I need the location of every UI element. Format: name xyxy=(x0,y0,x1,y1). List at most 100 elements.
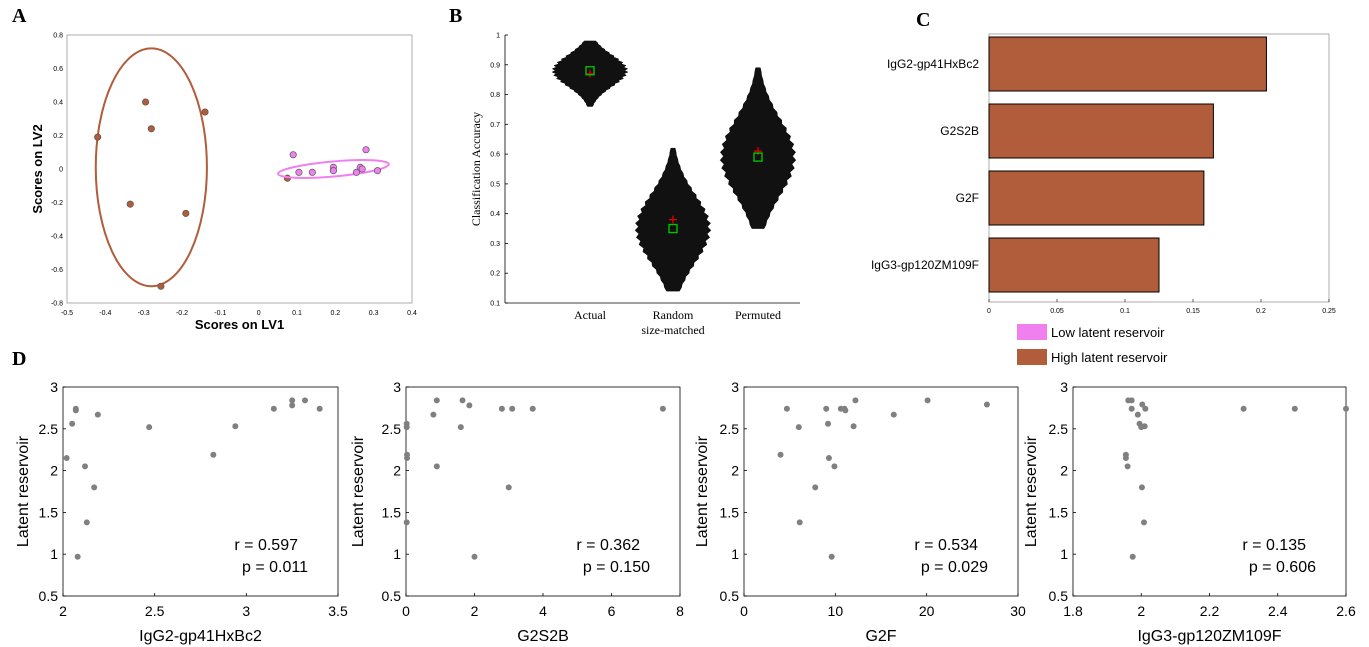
axes-box xyxy=(988,33,1330,303)
y-tick-label: 3 xyxy=(393,379,401,395)
y-tick-label: 2.5 xyxy=(1049,421,1069,437)
data-point xyxy=(1142,405,1149,412)
data-point xyxy=(94,411,101,418)
x-axis-label: G2S2B xyxy=(517,628,569,645)
y-tick-label: 0.2 xyxy=(53,133,63,140)
data-point xyxy=(890,411,897,418)
data-point xyxy=(498,405,505,412)
x-tick-label: -0.4 xyxy=(99,310,111,317)
data-point xyxy=(983,401,990,408)
data-point xyxy=(1139,401,1146,408)
x-tick-label: 0 xyxy=(987,308,991,315)
data-point xyxy=(83,519,90,526)
y-tick-label: 1.5 xyxy=(382,504,402,520)
data-point xyxy=(1141,423,1148,430)
panel-d2-scatter: 0 2 4 6 8 0.5 1 1.5 2 2.5 3 G2S2B Latent reservoir r … xyxy=(350,379,684,645)
panel-c-vip-bar-chart: IgG2-gp41HxBc2 G2S2B G2F IgG3-gp120ZM109F 0 0… xyxy=(871,33,1336,315)
y-tick-label: 1 xyxy=(731,546,739,562)
x-tick-label: 0.1 xyxy=(292,310,302,317)
x-tick-label: 0.2 xyxy=(1256,308,1266,315)
point-low xyxy=(289,151,297,159)
panel-letter-b: B xyxy=(449,5,462,27)
y-tick-label: 1.5 xyxy=(1049,504,1069,520)
y-tick-label: 0.4 xyxy=(53,100,63,107)
y-tick-label: 3 xyxy=(50,379,58,395)
y-tick-label: 0.5 xyxy=(1049,588,1069,604)
panel-d1-scatter: 2 2.5 3 3.5 0.5 1 1.5 2 2.5 3 IgG2-gp41HxBc2 Latent… xyxy=(15,379,348,645)
y-tick-label: -0.2 xyxy=(51,200,63,207)
point-low xyxy=(352,168,360,176)
y-tick-label: 3 xyxy=(1060,379,1068,395)
data-point xyxy=(795,424,802,431)
x-tick-label: 2 xyxy=(59,603,67,619)
y-tick-label: 0.5 xyxy=(382,588,402,604)
data-point xyxy=(924,397,931,404)
y-tick-label: 2 xyxy=(1060,463,1068,479)
data-point xyxy=(459,397,466,404)
data-point xyxy=(471,553,478,560)
data-point xyxy=(825,420,832,427)
data-point xyxy=(1129,553,1136,560)
data-point xyxy=(1140,519,1147,526)
point-low xyxy=(362,146,370,154)
y-tick-label: 0.5 xyxy=(39,588,59,604)
panel-d4-scatter: 1.8 2 2.2 2.4 2.6 0.5 1 1.5 2 2.5 3 IgG3-gp120ZM109… xyxy=(1023,379,1356,645)
data-point xyxy=(91,484,98,491)
y-axis-label: Latent reservoir xyxy=(1023,435,1040,547)
y-tick-label: 1 xyxy=(50,546,58,562)
y-tick-label: 0 xyxy=(59,167,63,174)
point-high xyxy=(182,209,190,217)
data-point xyxy=(1240,405,1247,412)
y-axis-label: Classification Accuracy xyxy=(469,112,483,226)
y-tick-label: 0.6 xyxy=(490,152,500,159)
y-tick-label: 3 xyxy=(731,379,739,395)
y-tick-label: 1 xyxy=(1060,546,1068,562)
median-marker xyxy=(753,152,763,162)
x-tick-label: 8 xyxy=(676,603,684,619)
x-tick-label: -0.1 xyxy=(214,310,226,317)
data-point xyxy=(74,553,81,560)
category-label: IgG3-gp120ZM109F xyxy=(871,258,979,272)
y-axis-label: Scores on LV2 xyxy=(30,124,45,213)
y-tick-label: 0.5 xyxy=(490,181,500,188)
legend-swatch-low xyxy=(1017,324,1047,340)
bar xyxy=(988,237,1160,293)
point-low xyxy=(308,168,316,176)
x-tick-label: 0 xyxy=(402,603,410,619)
y-tick-label: 2 xyxy=(393,463,401,479)
data-point xyxy=(852,397,859,404)
y-tick-label: -0.4 xyxy=(51,234,63,241)
x-tick-label: -0.2 xyxy=(176,310,188,317)
data-point xyxy=(842,407,849,414)
y-tick-label: 0.9 xyxy=(490,62,500,69)
x-axis-label: Scores on LV1 xyxy=(195,317,284,332)
data-point xyxy=(831,463,838,470)
data-point xyxy=(828,553,835,560)
correlation-p: p = 0.029 xyxy=(921,559,988,576)
y-tick-label: 2.5 xyxy=(382,421,402,437)
y-tick-label: 0.3 xyxy=(490,241,500,248)
legend-label-low: Low latent reservoir xyxy=(1051,325,1165,340)
data-point xyxy=(850,423,857,430)
data-point xyxy=(796,519,803,526)
data-point xyxy=(289,402,296,409)
y-tick-label: 0.5 xyxy=(720,588,740,604)
category-label: G2S2B xyxy=(940,124,979,138)
y-axis-label: Latent reservoir xyxy=(350,435,367,547)
x-tick-label: 3 xyxy=(242,603,250,619)
x-tick-label: 0.2 xyxy=(330,310,340,317)
x-tick-label: 2.5 xyxy=(145,603,165,619)
y-tick-label: 0.6 xyxy=(53,66,63,73)
data-point xyxy=(812,484,819,491)
data-point xyxy=(823,405,830,412)
bar xyxy=(988,103,1214,159)
x-tick-label: 4 xyxy=(539,603,547,619)
correlation-r: r = 0.362 xyxy=(576,537,640,554)
x-tick-label: 0.25 xyxy=(1322,308,1336,315)
category-label: size-matched xyxy=(641,323,704,337)
panel-d3-scatter: 0 10 20 30 0.5 1 1.5 2 2.5 3 G2F Latent reservoir r … xyxy=(694,379,1026,645)
point-low xyxy=(373,167,382,175)
x-tick-label: 30 xyxy=(1010,603,1026,619)
y-tick-label: 1 xyxy=(496,33,500,40)
